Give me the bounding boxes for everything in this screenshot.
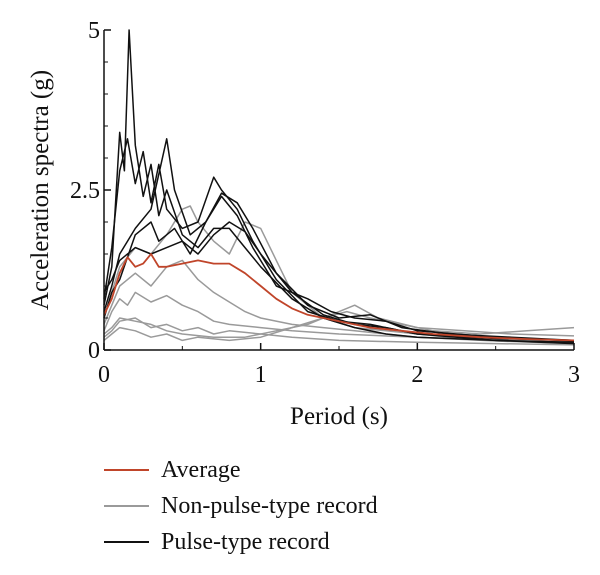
y-axis-title: Acceleration spectra (g) bbox=[27, 70, 54, 310]
y-tick-label-1: 2.5 bbox=[70, 178, 100, 204]
legend-swatch-average bbox=[104, 469, 149, 471]
x-tick-label-2: 2 bbox=[411, 362, 423, 388]
x-tick-label-3: 3 bbox=[568, 362, 580, 388]
series-line-pulse-2 bbox=[103, 138, 575, 342]
x-tick-label-1: 1 bbox=[255, 362, 267, 388]
series-line-pulse-0 bbox=[103, 29, 575, 344]
x-tick-label-0: 0 bbox=[98, 362, 110, 388]
legend: Average Non-pulse-type record Pulse-type… bbox=[104, 452, 378, 560]
series-line-nonpulse-9 bbox=[103, 310, 575, 342]
legend-label-average: Average bbox=[161, 457, 241, 483]
series-line-nonpulse-10 bbox=[103, 304, 575, 338]
legend-label-pulse: Pulse-type record bbox=[161, 529, 330, 555]
series-line-nonpulse-7 bbox=[103, 291, 575, 345]
series-line-pulse-1 bbox=[103, 138, 575, 342]
ticks-layer: 0 2.5 5 0 1 2 3 bbox=[70, 18, 580, 388]
legend-item-pulse: Pulse-type record bbox=[104, 524, 378, 560]
legend-item-average: Average bbox=[104, 452, 378, 488]
y-tick-label-2: 5 bbox=[88, 18, 100, 44]
legend-label-non-pulse: Non-pulse-type record bbox=[161, 493, 378, 519]
series-line-pulse-4 bbox=[103, 221, 575, 345]
series-line-pulse-3 bbox=[103, 195, 575, 342]
y-tick-label-0: 0 bbox=[88, 338, 100, 364]
legend-item-non-pulse: Non-pulse-type record bbox=[104, 488, 378, 524]
x-axis-title: Period (s) bbox=[290, 403, 388, 430]
acceleration-spectra-chart: 0 2.5 5 0 1 2 3 Period (s) Acceleration spectr… bbox=[27, 18, 580, 430]
series-line-average-11 bbox=[103, 253, 575, 342]
series-line-nonpulse-6 bbox=[103, 259, 575, 344]
series-layer bbox=[103, 29, 575, 346]
legend-swatch-pulse bbox=[104, 541, 149, 543]
legend-swatch-non-pulse bbox=[104, 505, 149, 507]
